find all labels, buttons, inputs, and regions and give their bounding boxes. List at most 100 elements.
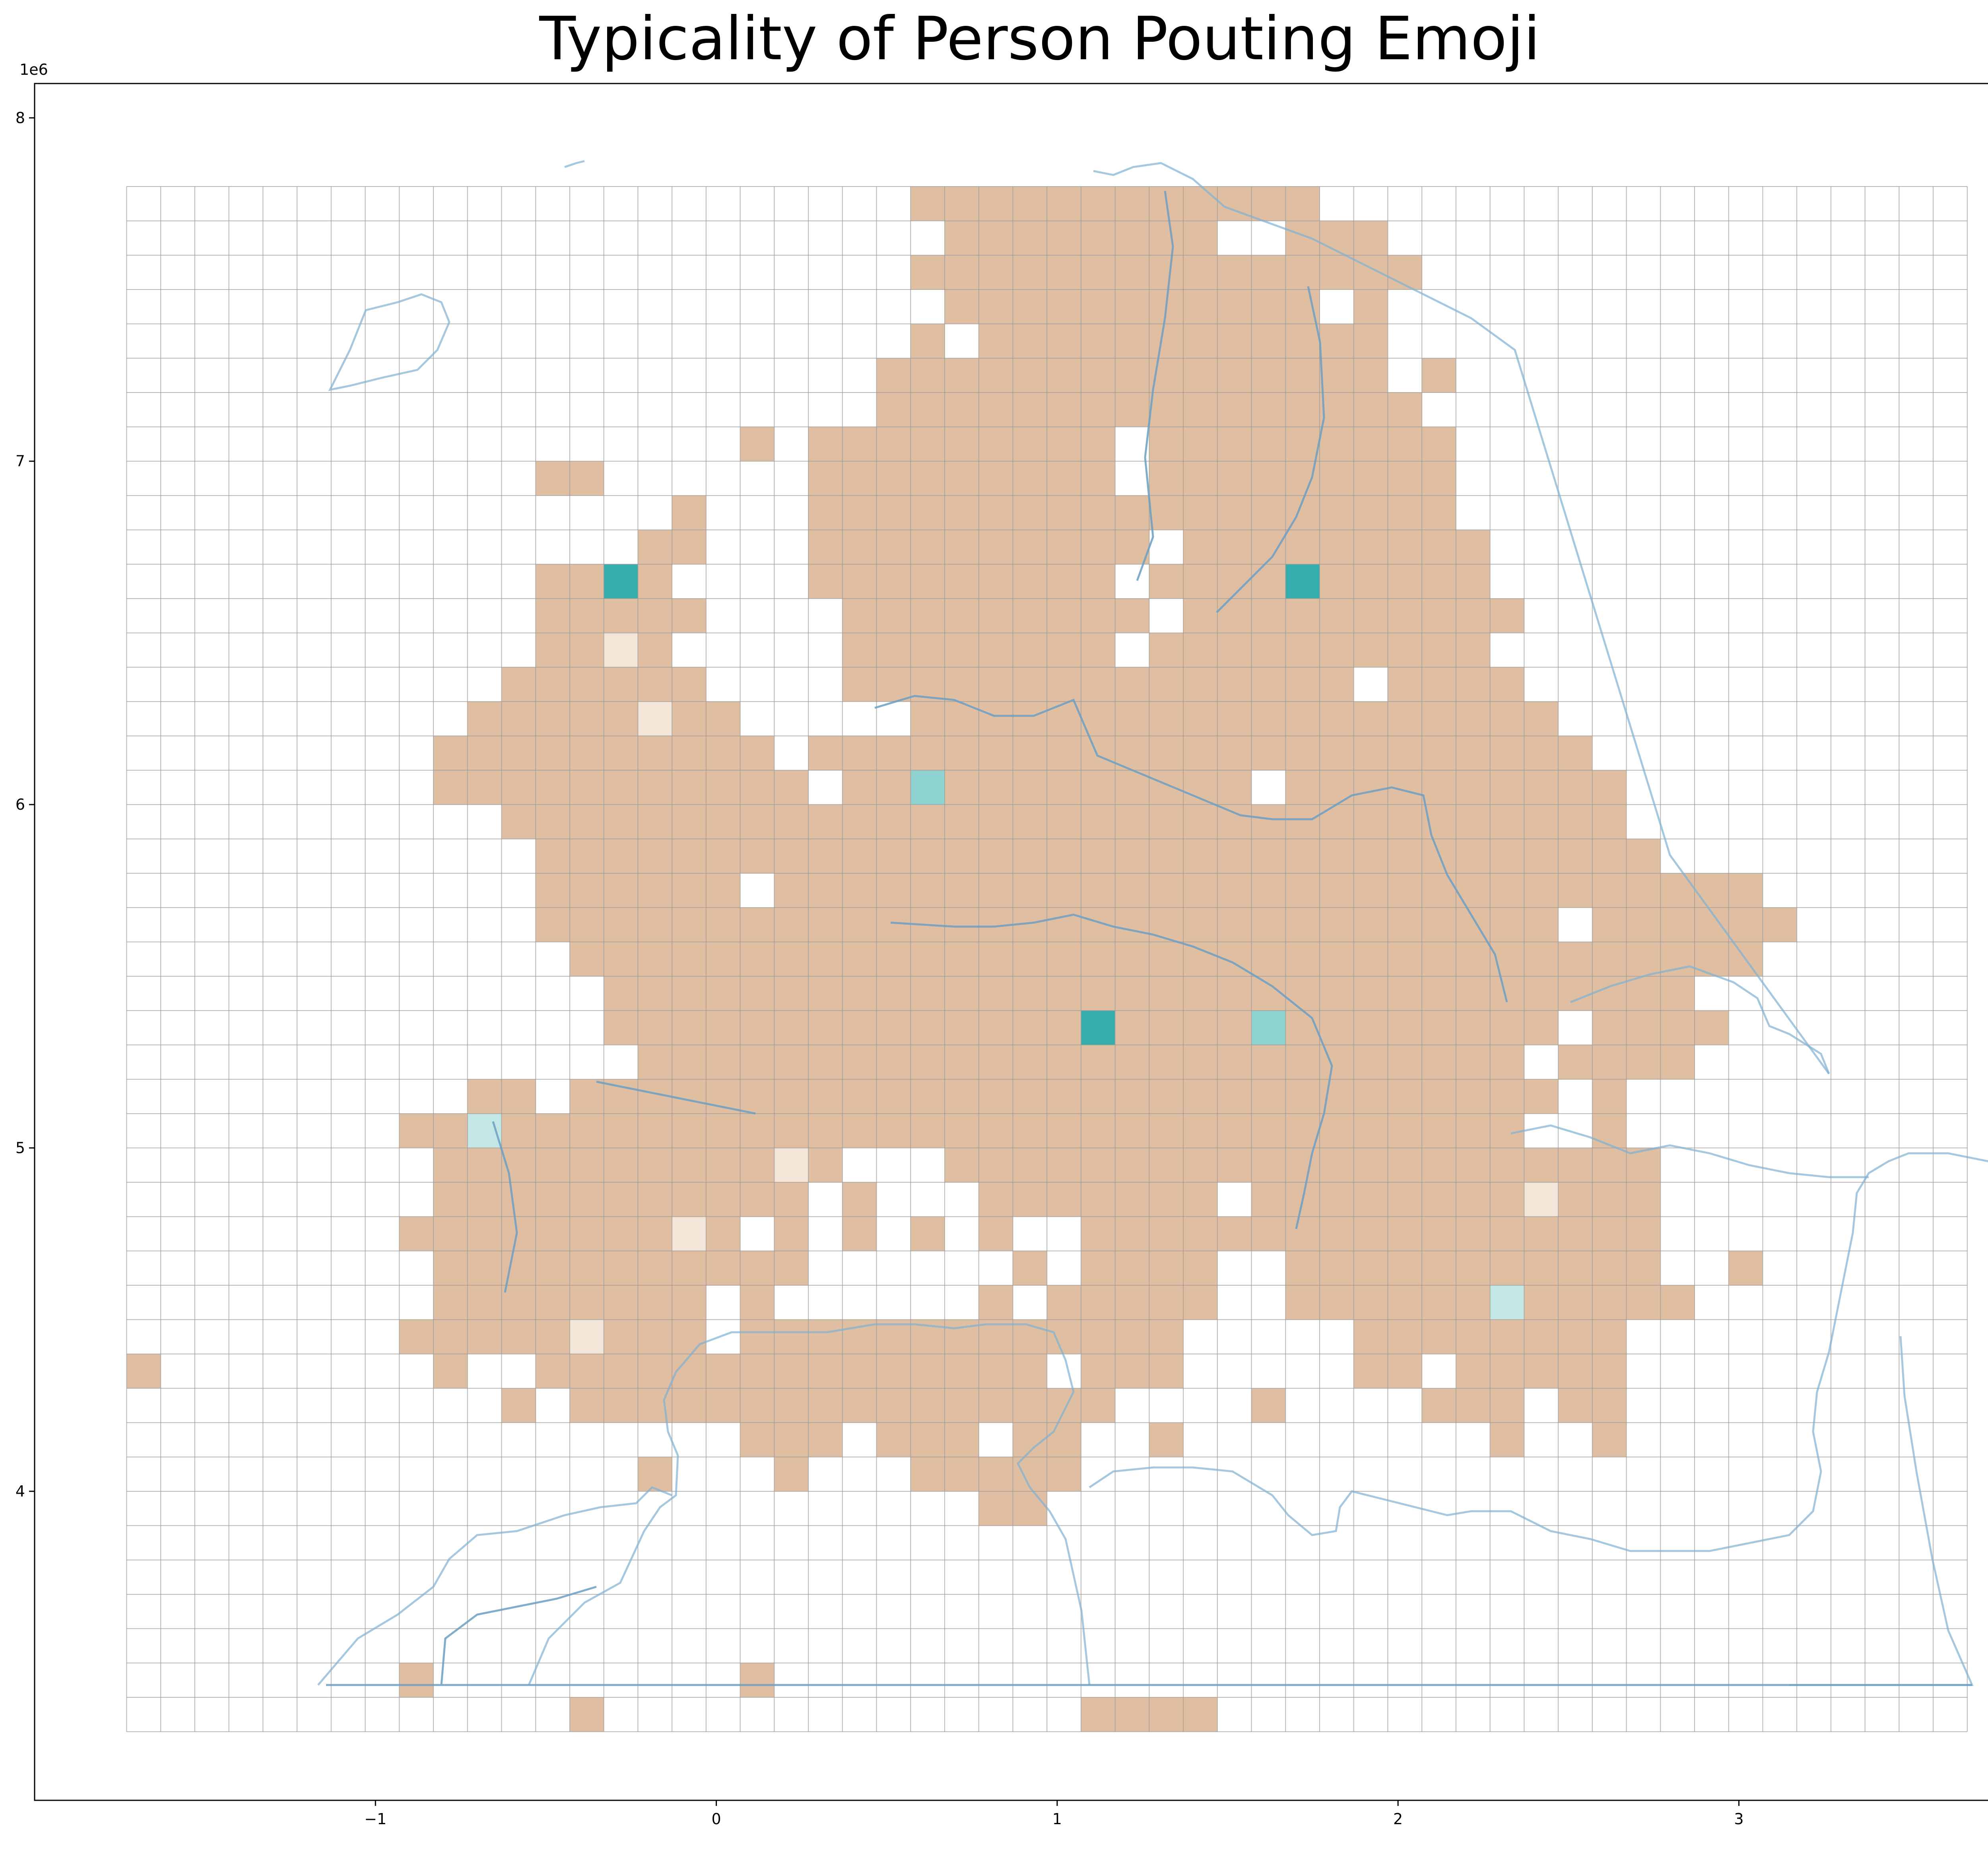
grid-cell: [1285, 564, 1320, 599]
grid-cell: [978, 1079, 1013, 1114]
grid-cell: [638, 942, 672, 976]
grid-cell: [1353, 1251, 1388, 1285]
grid-cell: [1558, 839, 1592, 873]
grid-cell: [808, 1354, 843, 1388]
grid-cell: [1013, 805, 1047, 839]
grid-cell: [1592, 1354, 1627, 1388]
grid-cell: [1626, 942, 1661, 976]
grid-cell: [638, 1182, 672, 1217]
grid-cell: [1285, 908, 1320, 942]
grid-cell: [433, 1251, 468, 1285]
grid-cell: [1388, 461, 1422, 496]
grid-cell: [944, 1423, 979, 1457]
grid-cell: [706, 770, 740, 805]
grid-cell: [774, 1114, 809, 1148]
grid-cell: [774, 805, 809, 839]
grid-cell: [1081, 1079, 1115, 1114]
grid-cell: [740, 1045, 775, 1079]
grid-cell: [1660, 1285, 1695, 1320]
grid-cell: [774, 770, 809, 805]
grid-cell: [433, 1320, 468, 1354]
grid-cell: [978, 1045, 1013, 1079]
grid-cell: [774, 839, 809, 873]
grid-cell: [1217, 564, 1252, 599]
grid-cell: [808, 1388, 843, 1423]
grid-cell: [569, 736, 604, 770]
grid-cell: [1763, 908, 1797, 942]
grid-cell: [1388, 1320, 1422, 1354]
grid-cell: [1013, 221, 1047, 255]
grid-cell: [1353, 496, 1388, 530]
grid-cell: [944, 1320, 979, 1354]
grid-cell: [911, 1457, 945, 1491]
grid-cell: [672, 1217, 706, 1251]
grid-cell: [569, 770, 604, 805]
grid-cell: [1285, 942, 1320, 976]
grid-cell: [1592, 1217, 1627, 1251]
grid-cell: [1047, 1423, 1081, 1457]
y-tick-label: 7: [16, 453, 25, 470]
grid-cell: [1422, 667, 1456, 702]
grid-cell: [808, 736, 843, 770]
grid-cell: [808, 1011, 843, 1045]
grid-cell: [1353, 770, 1388, 805]
grid-cell: [1115, 805, 1149, 839]
grid-cell: [944, 393, 979, 427]
grid-cell: [1319, 461, 1354, 496]
grid-cell: [1251, 599, 1286, 633]
grid-cell: [1456, 1148, 1490, 1182]
grid-cell: [1217, 633, 1252, 667]
grid-cell: [706, 805, 740, 839]
grid-cell: [1251, 736, 1286, 770]
grid-cell: [740, 942, 775, 976]
grid-cell: [706, 1217, 740, 1251]
grid-cell: [1047, 1285, 1081, 1320]
grid-cell: [604, 1251, 638, 1285]
grid-cell: [1217, 599, 1252, 633]
grid-cell: [911, 393, 945, 427]
grid-cell: [1456, 805, 1490, 839]
grid-cell: [1115, 1217, 1149, 1251]
grid-cell: [808, 976, 843, 1011]
grid-cell: [1388, 1045, 1422, 1079]
grid-cell: [1183, 1697, 1217, 1732]
grid-cell: [1319, 805, 1354, 839]
grid-cell: [536, 1114, 570, 1148]
grid-cell: [911, 427, 945, 461]
y-tick-label: 6: [16, 796, 25, 813]
grid-cell: [1285, 324, 1320, 358]
grid-cell: [536, 667, 570, 702]
grid-cell: [1251, 358, 1286, 393]
grid-cell: [1251, 496, 1286, 530]
grid-cell: [1081, 1320, 1115, 1354]
grid-cell: [1149, 633, 1184, 667]
grid-cell: [1251, 942, 1286, 976]
grid-cell: [740, 1182, 775, 1217]
grid-cell: [1183, 702, 1217, 736]
grid-cell: [1183, 290, 1217, 324]
grid-cell: [467, 1285, 502, 1320]
plot-frame: [34, 83, 1988, 1801]
grid-cell: [1592, 1285, 1627, 1320]
grid-cell: [1183, 221, 1217, 255]
grid-cell: [1456, 667, 1490, 702]
grid-cell: [604, 1388, 638, 1423]
grid-cell: [1013, 427, 1047, 461]
grid-cell: [604, 1182, 638, 1217]
grid-cell: [1456, 1045, 1490, 1079]
grid-cell: [604, 770, 638, 805]
grid-cell: [1524, 805, 1559, 839]
grid-cell: [1490, 1285, 1524, 1320]
grid-cell: [1081, 530, 1115, 564]
grid-cell: [1592, 976, 1627, 1011]
grid-cell: [638, 839, 672, 873]
grid-cell: [1013, 976, 1047, 1011]
grid-cell: [911, 461, 945, 496]
grid-cell: [1047, 736, 1081, 770]
grid-cell: [1149, 942, 1184, 976]
grid-cell: [1456, 633, 1490, 667]
grid-cell: [536, 908, 570, 942]
grid-cell: [1353, 461, 1388, 496]
grid-cell: [876, 873, 911, 908]
grid-cell: [1319, 1148, 1354, 1182]
